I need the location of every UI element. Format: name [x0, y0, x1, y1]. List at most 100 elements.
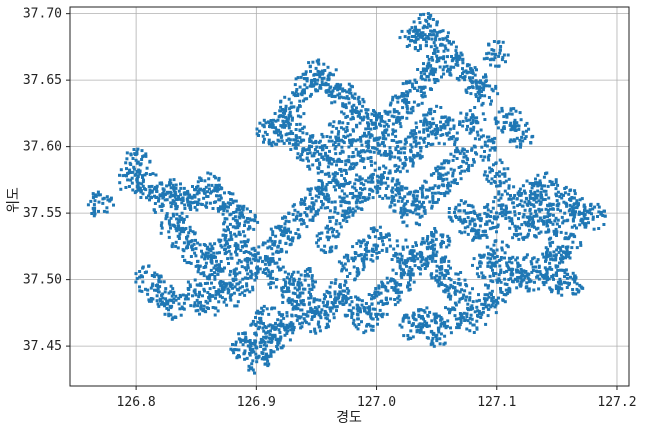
data-point — [369, 160, 373, 164]
data-point — [338, 159, 342, 163]
data-point — [313, 306, 317, 310]
data-point — [407, 273, 410, 276]
data-point — [386, 289, 390, 293]
data-point — [385, 302, 389, 306]
data-point — [320, 231, 324, 235]
data-point — [444, 273, 448, 277]
data-point — [406, 257, 410, 261]
data-point-cluster — [520, 199, 546, 227]
data-point — [506, 210, 510, 214]
data-point — [343, 262, 347, 266]
data-point — [513, 194, 517, 197]
data-point — [366, 241, 369, 245]
data-point — [340, 149, 344, 153]
data-point — [446, 186, 450, 190]
data-point — [189, 255, 193, 258]
data-point — [492, 262, 496, 266]
data-point — [463, 278, 467, 282]
data-point — [435, 23, 439, 27]
data-point — [487, 284, 490, 288]
data-point — [252, 218, 256, 222]
data-point — [582, 203, 586, 207]
data-point — [344, 169, 348, 172]
data-point — [343, 209, 347, 213]
data-point — [249, 323, 253, 327]
data-point — [418, 130, 421, 134]
data-point — [427, 78, 431, 82]
data-point — [318, 70, 321, 74]
data-point — [270, 121, 274, 125]
data-point — [377, 284, 381, 288]
data-point — [445, 270, 449, 274]
data-point — [182, 220, 185, 224]
data-point — [129, 153, 133, 157]
data-point — [378, 225, 382, 229]
data-point — [368, 236, 372, 239]
data-point — [137, 168, 141, 172]
data-point — [474, 236, 478, 240]
data-point — [421, 193, 424, 197]
data-point — [516, 232, 520, 236]
data-point — [366, 124, 370, 128]
data-point — [451, 285, 455, 289]
data-point — [360, 299, 364, 303]
data-point — [533, 280, 536, 284]
data-point — [297, 287, 301, 291]
data-point — [94, 194, 98, 198]
data-point — [367, 127, 370, 131]
data-point — [376, 312, 380, 316]
data-point — [471, 80, 475, 84]
data-point — [140, 158, 144, 161]
data-point — [597, 227, 601, 230]
data-point — [283, 111, 286, 115]
data-point — [261, 326, 265, 330]
data-point — [577, 202, 580, 206]
data-point — [359, 186, 362, 190]
data-point — [310, 276, 314, 280]
data-point — [327, 235, 331, 239]
data-point-cluster — [351, 305, 379, 335]
data-point — [451, 171, 455, 175]
data-point — [418, 223, 421, 227]
data-point — [237, 206, 241, 210]
data-point — [268, 323, 272, 327]
data-point — [256, 309, 260, 313]
data-point — [221, 233, 225, 237]
data-point — [271, 233, 275, 237]
data-point — [478, 260, 482, 264]
data-point — [360, 257, 364, 261]
data-point — [405, 264, 408, 268]
data-point — [415, 28, 418, 32]
data-point — [554, 271, 558, 275]
data-point — [165, 215, 169, 219]
data-point — [464, 154, 468, 158]
data-point — [573, 235, 577, 239]
data-point — [363, 198, 367, 202]
data-point — [414, 121, 418, 125]
data-point — [444, 326, 448, 330]
data-point — [454, 289, 457, 293]
data-point — [350, 162, 354, 166]
data-point — [423, 262, 427, 266]
data-point — [420, 195, 424, 199]
data-point — [341, 121, 345, 125]
data-point — [386, 184, 390, 188]
data-point — [256, 220, 260, 224]
data-point — [577, 210, 581, 214]
data-point — [411, 314, 415, 318]
data-point — [414, 132, 418, 135]
data-point — [327, 181, 331, 184]
data-point — [415, 212, 419, 216]
data-point — [370, 163, 373, 167]
data-point — [265, 357, 269, 361]
data-point — [319, 190, 323, 194]
data-point — [471, 287, 474, 291]
data-point — [431, 336, 435, 340]
data-point — [508, 260, 511, 264]
data-point — [228, 222, 232, 226]
data-point — [405, 104, 409, 108]
data-point — [300, 90, 304, 94]
data-point — [499, 204, 503, 208]
data-point — [405, 199, 409, 203]
data-point — [391, 122, 395, 126]
